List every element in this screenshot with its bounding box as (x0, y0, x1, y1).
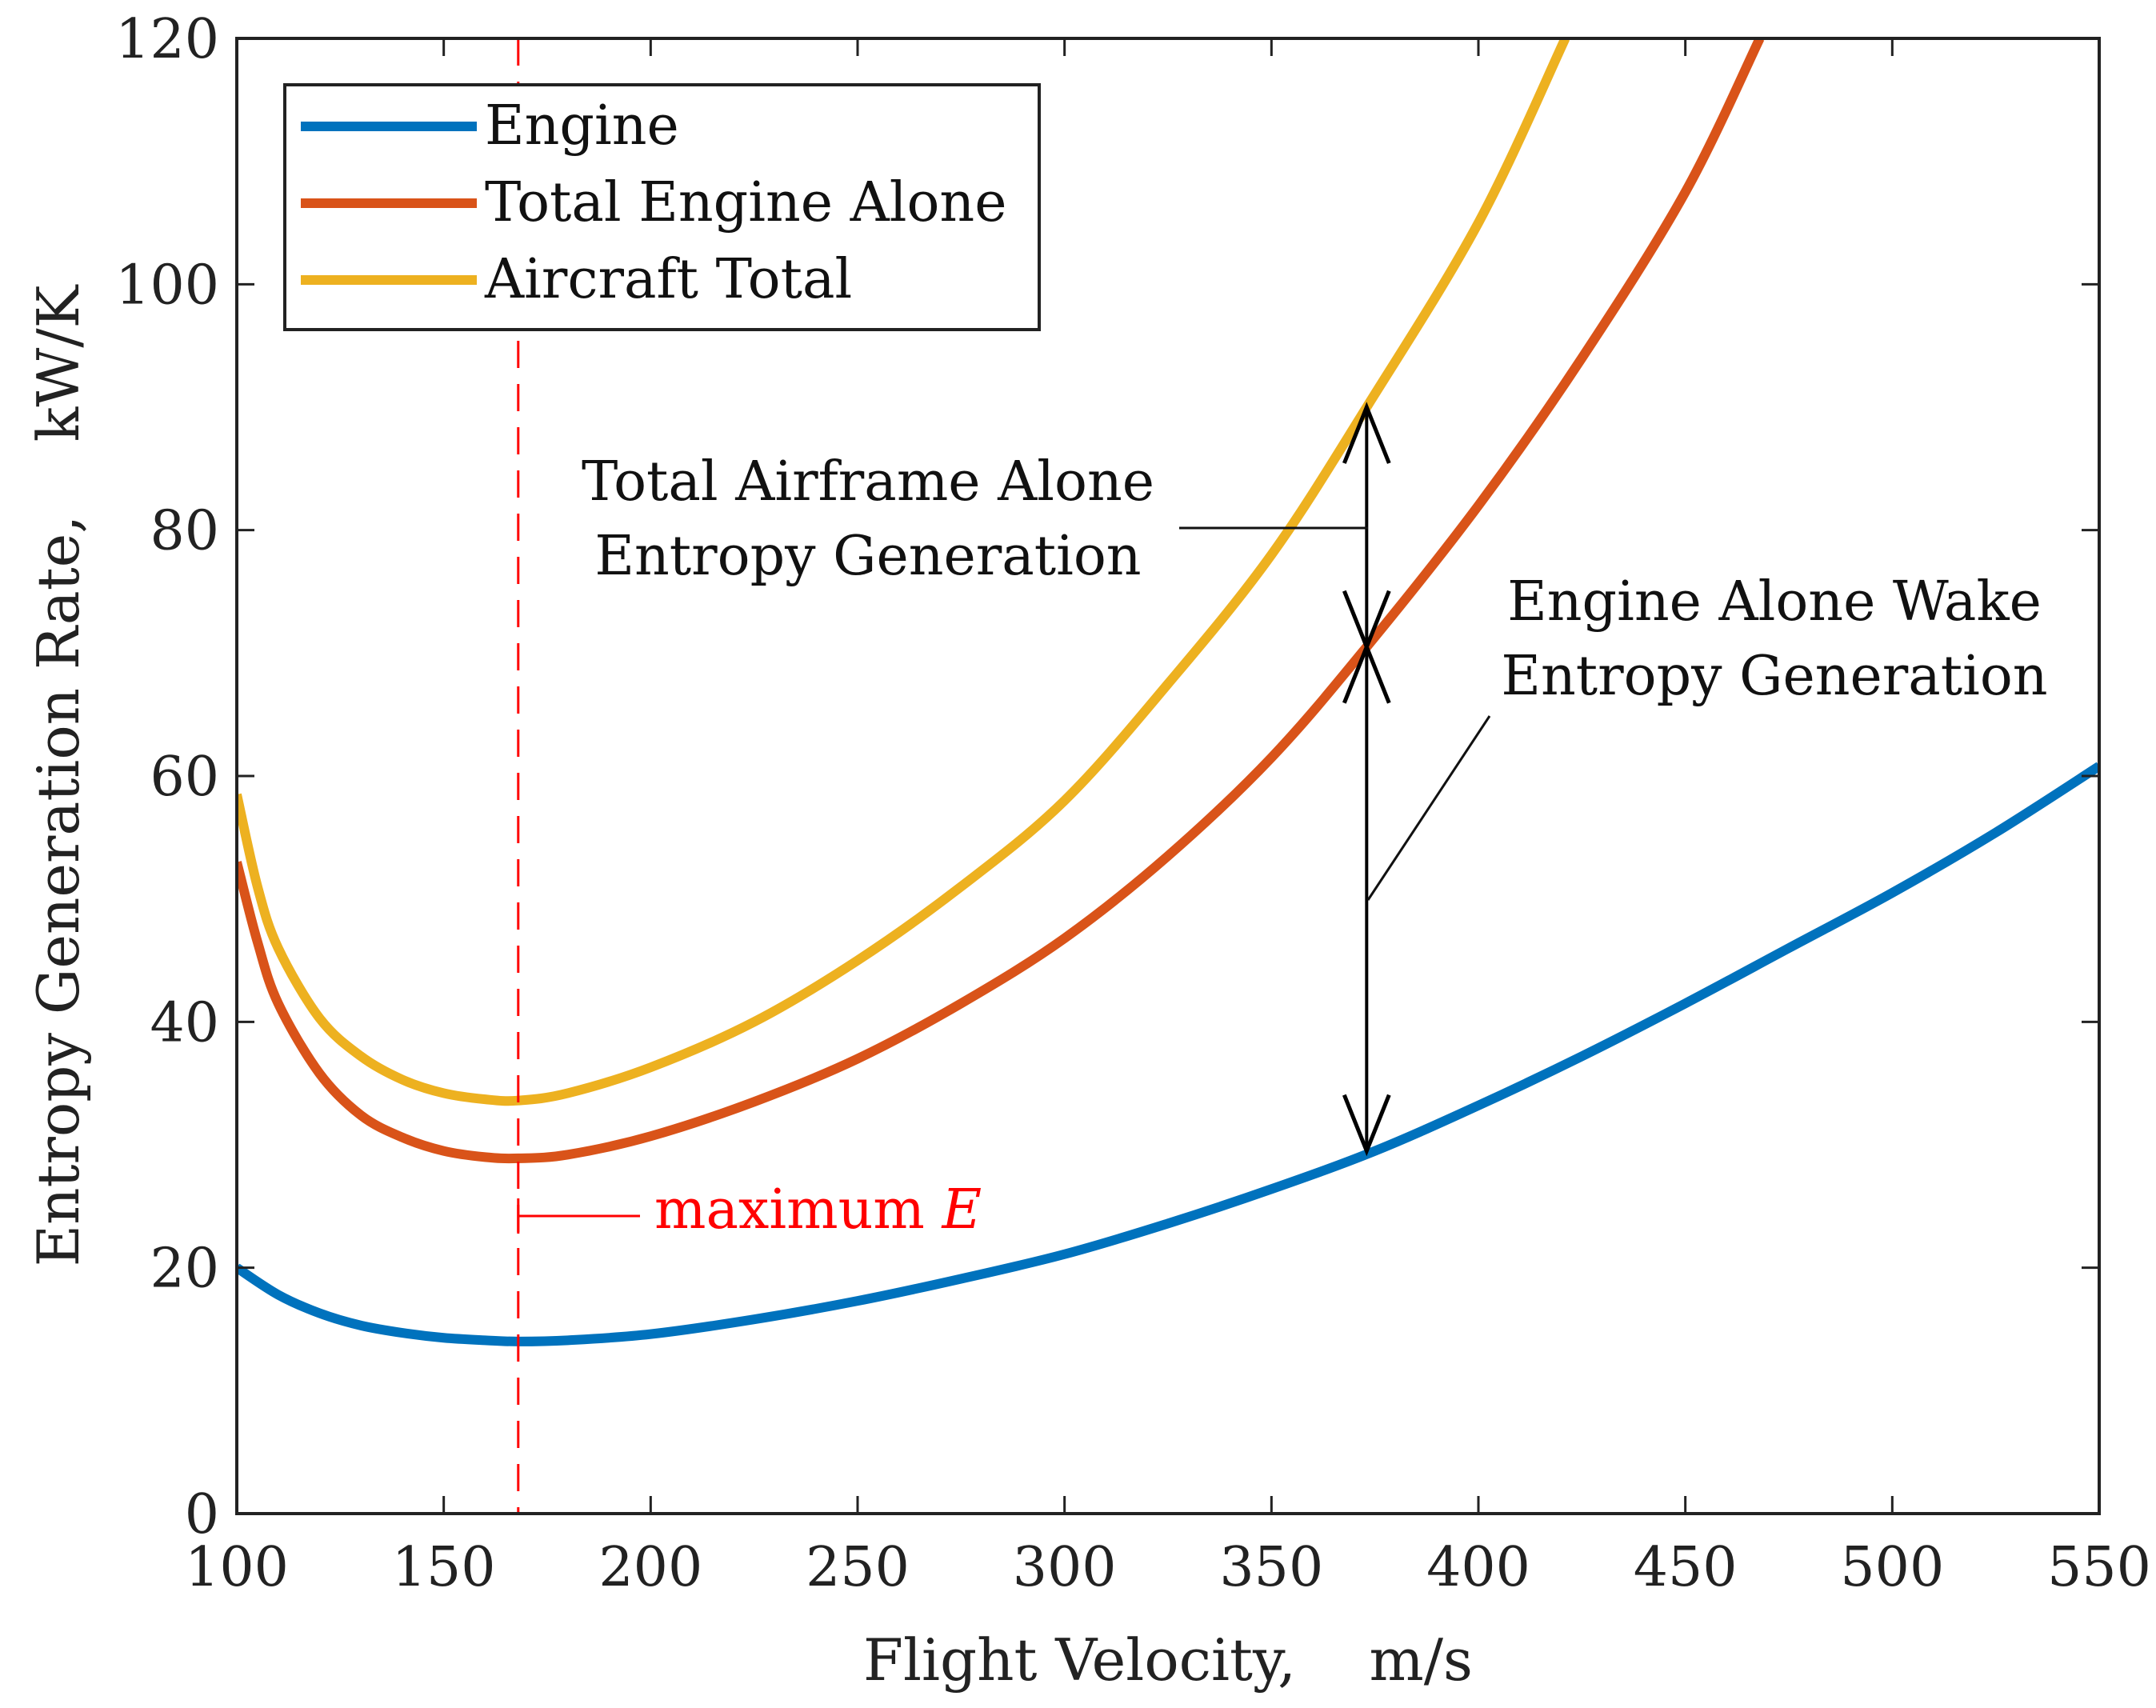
annotation-wake-line2: Entropy Generation (1501, 645, 2047, 708)
x-tick-label: 350 (1219, 1536, 1323, 1599)
annotation-airframe-line2: Entropy Generation (594, 525, 1141, 588)
vline-label: maximum E (654, 1178, 982, 1242)
x-tick-label: 100 (185, 1536, 289, 1599)
x-tick-label: 450 (1634, 1536, 1738, 1599)
arrow-wake-head-up (1342, 641, 1391, 704)
vline-label-text: maximum (654, 1178, 942, 1242)
legend: Engine Total Engine Alone Aircraft Total (283, 83, 1041, 331)
series-line-engine (237, 762, 2099, 1346)
arrow-wake-head-down (1342, 1094, 1391, 1157)
x-axis-label: Flight Velocity, m/s (863, 1626, 1473, 1694)
y-tick-label: 20 (150, 1238, 219, 1301)
legend-label-engine: Engine (485, 94, 679, 158)
y-tick-label: 60 (150, 746, 219, 809)
annotation-wake-line1: Engine Alone Wake (1507, 570, 2042, 634)
x-tick-label: 550 (2047, 1536, 2151, 1599)
annotation-wake-leader (1366, 715, 1491, 901)
x-tick-label: 300 (1013, 1536, 1117, 1599)
y-tick-label: 40 (150, 991, 219, 1054)
y-tick-label: 100 (115, 254, 219, 317)
y-tick-label: 0 (185, 1483, 219, 1546)
legend-label-aircraft-total: Aircraft Total (484, 248, 852, 311)
x-tick-label: 500 (1840, 1536, 1944, 1599)
arrow-airframe-head-up (1342, 402, 1391, 464)
series-line-total-engine-alone (237, 38, 1765, 1164)
x-tick-label: 250 (806, 1536, 910, 1599)
y-tick-label: 80 (150, 500, 219, 563)
y-axis-label: Entropy Generation Rate, kW/K (25, 284, 92, 1266)
y-tick-label: 120 (115, 8, 219, 71)
x-tick-label: 200 (598, 1536, 702, 1599)
annotation-airframe-line1: Total Airframe Alone (582, 450, 1154, 514)
series-line-aircraft-total (237, 38, 1570, 1106)
x-tick-label: 400 (1426, 1536, 1530, 1599)
x-tick-label: 150 (392, 1536, 496, 1599)
legend-label-total-engine-alone: Total Engine Alone (485, 171, 1006, 234)
vline-label-italic: E (941, 1178, 982, 1242)
